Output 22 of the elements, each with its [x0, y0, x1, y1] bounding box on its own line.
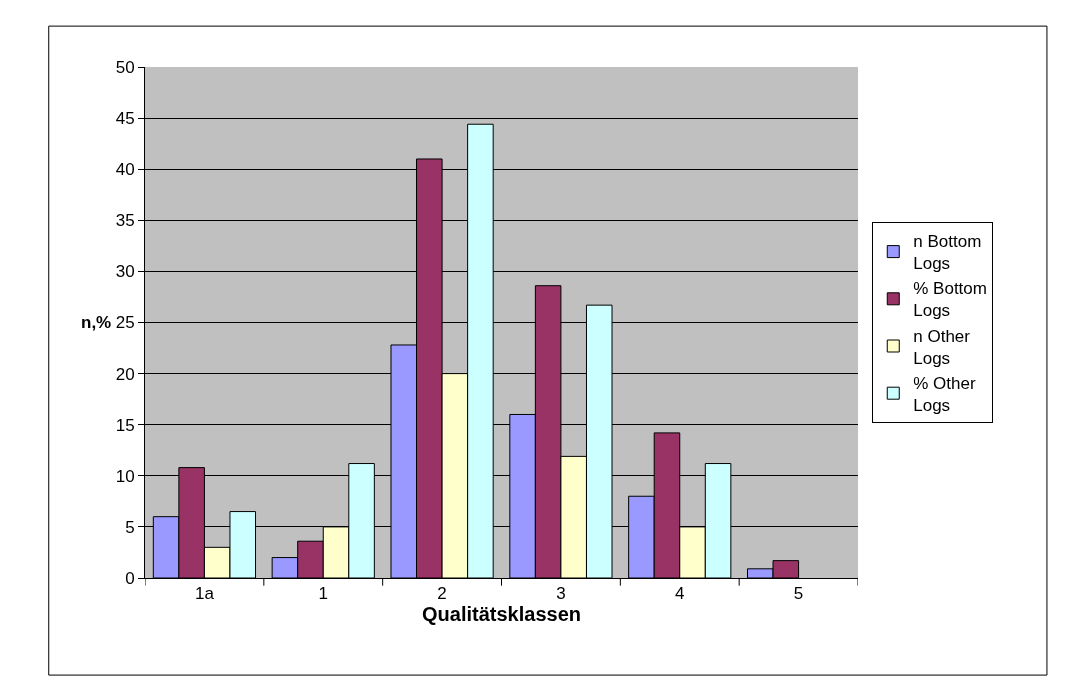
y-axis-title: n,%	[81, 313, 112, 332]
y-tick-label: 20	[115, 364, 135, 384]
legend-label: n Other Logs	[913, 326, 971, 368]
y-tick-label: 45	[115, 109, 135, 129]
y-tick-label: 25	[115, 313, 135, 333]
x-tick-label: 2	[437, 584, 447, 604]
y-tick-label: 10	[115, 466, 135, 486]
y-tick-label: 35	[115, 211, 135, 231]
y-tick-label: 15	[115, 415, 135, 435]
x-axis-title: Qualitätsklassen	[422, 603, 581, 626]
x-tick-label: 5	[793, 584, 804, 604]
y-tick-label: 0	[125, 568, 135, 588]
y-tick-label: 30	[115, 262, 135, 282]
legend-label: n Bottom Logs	[913, 232, 982, 274]
x-tick-label: 4	[675, 584, 685, 604]
y-tick-label: 40	[115, 160, 135, 180]
legend-label: % Other Logs	[913, 373, 976, 415]
x-tick-label: 1	[318, 584, 328, 604]
y-tick-label: 50	[115, 57, 135, 77]
x-tick-label: 1a	[194, 584, 215, 604]
x-tick-label: 3	[556, 584, 566, 604]
y-tick-label: 5	[125, 517, 135, 537]
